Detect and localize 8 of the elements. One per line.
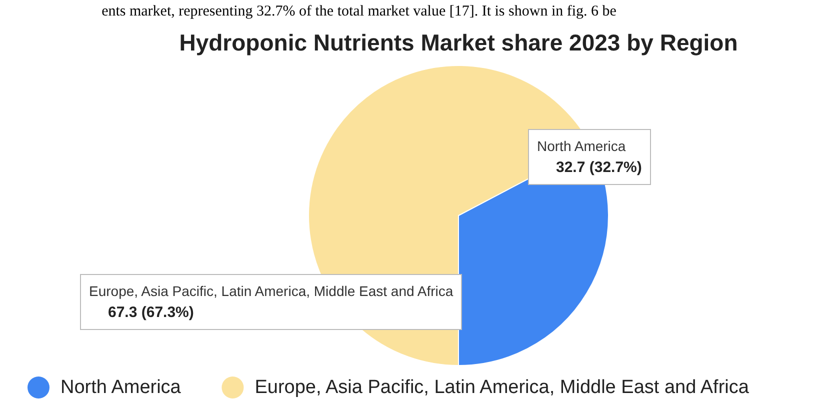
legend-label: Europe, Asia Pacific, Latin America, Middle East and Africa bbox=[254, 377, 750, 398]
text: ents market, representing 32.7% of the total market value [17]. It is shown in fig. 6 be bbox=[102, 4, 617, 20]
data-label: 32.7 (32.7%) bbox=[556, 159, 642, 176]
chart-title: Hydroponic Nutrients Market share 2023 by Region bbox=[179, 30, 738, 56]
legend-label: North America bbox=[60, 377, 182, 398]
slice-label: North America bbox=[537, 138, 627, 154]
slice-label: Europe, Asia Pacific, Latin America, Middle East and Africa bbox=[89, 283, 454, 299]
data-label: 67.3 (67.3%) bbox=[108, 304, 194, 321]
